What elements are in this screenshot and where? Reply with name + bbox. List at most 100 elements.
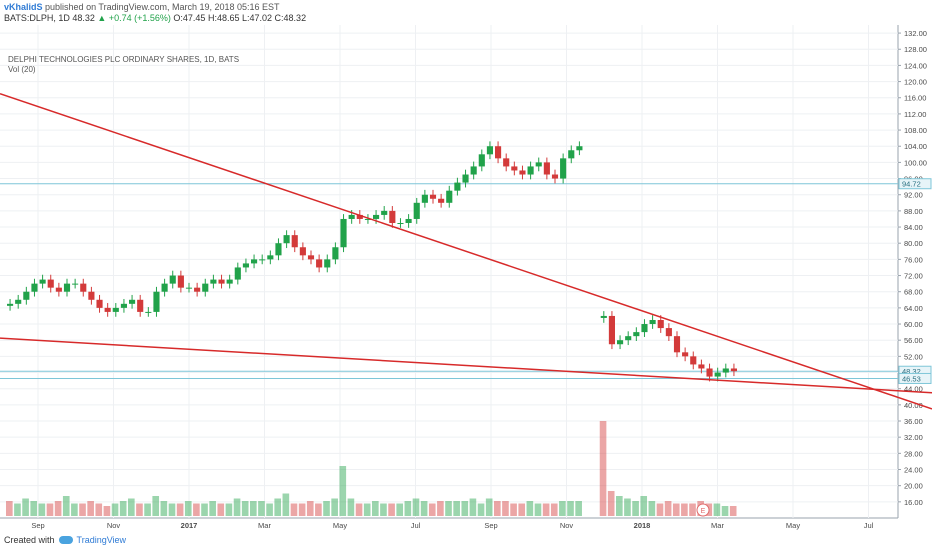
instrument-title: DELPHI TECHNOLOGIES PLC ORDINARY SHARES,… bbox=[8, 55, 240, 64]
volume-bar bbox=[136, 503, 143, 516]
volume-bar bbox=[428, 503, 436, 516]
volume-bar bbox=[306, 501, 314, 516]
x-tick-label: Sep bbox=[31, 521, 44, 530]
candle-body bbox=[405, 218, 412, 224]
y-tick-label: 124.00 bbox=[904, 61, 927, 70]
volume-bar bbox=[567, 501, 574, 516]
candle-body bbox=[397, 223, 404, 225]
candle-body bbox=[486, 146, 493, 155]
chart-frame[interactable]: 16.00 20.00 24.00 28.00 32.00 36.00 40.00 44.00… bbox=[0, 25, 932, 545]
volume-bar bbox=[193, 503, 200, 516]
candle-body bbox=[251, 259, 258, 264]
candle-body bbox=[519, 170, 526, 175]
candle-body bbox=[72, 283, 79, 285]
candle-body bbox=[340, 218, 347, 248]
volume-bar bbox=[599, 421, 607, 516]
price-label: 48.32 bbox=[902, 367, 921, 376]
volume-bar bbox=[54, 501, 62, 516]
volume-bar bbox=[420, 501, 428, 516]
trendline bbox=[0, 337, 932, 394]
price-label: 46.53 bbox=[902, 374, 921, 383]
y-tick-label: 28.00 bbox=[904, 449, 923, 458]
candle-body bbox=[234, 267, 241, 280]
volume-bar bbox=[323, 501, 330, 516]
candle-body bbox=[446, 190, 453, 203]
volume-bar bbox=[217, 503, 225, 516]
volume-bar bbox=[274, 498, 282, 516]
price-label-box bbox=[898, 178, 932, 190]
candle-body bbox=[657, 319, 664, 329]
volume-bar bbox=[119, 501, 127, 516]
candle-body bbox=[511, 166, 518, 171]
volume-bar bbox=[534, 503, 542, 516]
candle-body bbox=[185, 287, 193, 289]
volume-bar bbox=[526, 501, 534, 516]
volume-bar bbox=[477, 503, 485, 516]
volume-bar bbox=[87, 501, 94, 516]
y-tick-label: 84.00 bbox=[904, 223, 923, 232]
y-tick-label: 36.00 bbox=[904, 417, 923, 426]
volume-bar bbox=[103, 506, 111, 516]
volume-bar bbox=[250, 501, 257, 516]
x-tick-label: Jul bbox=[864, 521, 874, 530]
symbol: BATS:DLPH, 1D bbox=[4, 13, 70, 23]
candle-body bbox=[63, 283, 71, 292]
candle-body bbox=[641, 324, 648, 333]
volume-bar bbox=[233, 498, 241, 516]
candle-body bbox=[429, 194, 437, 199]
candle-body bbox=[242, 263, 249, 268]
volume-bar bbox=[128, 498, 135, 516]
earnings-icon-label: E bbox=[701, 508, 706, 515]
change-value: ▲ +0.74 (+1.56%) bbox=[97, 13, 171, 23]
y-tick-label: 40.00 bbox=[904, 401, 923, 410]
author-name[interactable]: vKhalidS bbox=[4, 2, 43, 12]
candle-body bbox=[462, 174, 469, 183]
volume-bar bbox=[640, 496, 648, 516]
y-tick-label: 116.00 bbox=[904, 94, 926, 103]
tradingview-brand[interactable]: TradingView bbox=[76, 535, 127, 545]
volume-bar bbox=[331, 498, 338, 516]
volume-bar bbox=[494, 501, 501, 516]
candle-body bbox=[625, 336, 632, 341]
candle-body bbox=[23, 291, 30, 300]
candle-body bbox=[665, 328, 672, 337]
volume-bar bbox=[664, 501, 672, 516]
earnings-icon bbox=[696, 503, 710, 517]
volume-bar bbox=[290, 503, 298, 516]
candle-body bbox=[39, 279, 46, 284]
y-tick-label: 92.00 bbox=[904, 191, 923, 200]
volume-bar bbox=[225, 503, 233, 516]
volume-bar bbox=[518, 503, 526, 516]
volume-bar bbox=[624, 498, 631, 516]
y-tick-label: 60.00 bbox=[904, 320, 923, 329]
candle-body bbox=[714, 372, 721, 377]
chart-legend: DELPHI TECHNOLOGIES PLC ORDINARY SHARES,… bbox=[8, 55, 239, 75]
volume-bar bbox=[437, 501, 444, 516]
volume-bar bbox=[607, 491, 615, 516]
candle-body bbox=[145, 311, 152, 313]
x-tick-label: Sep bbox=[484, 521, 497, 530]
chart-header: vKhalidS published on TradingView.com, M… bbox=[4, 2, 280, 13]
candle-body bbox=[96, 299, 103, 308]
candle-body bbox=[177, 275, 184, 288]
y-tick-label: 132.00 bbox=[904, 29, 927, 38]
volume-bar bbox=[412, 498, 420, 516]
trendline bbox=[0, 92, 932, 410]
candle-body bbox=[730, 368, 737, 372]
candle-body bbox=[454, 182, 461, 191]
price-chart[interactable]: 16.00 20.00 24.00 28.00 32.00 36.00 40.00 44.00… bbox=[0, 25, 932, 530]
volume-bar bbox=[79, 503, 86, 516]
y-tick-label: 108.00 bbox=[904, 126, 927, 135]
volume-bar bbox=[38, 503, 46, 516]
candle-body bbox=[7, 303, 14, 306]
candle-body bbox=[722, 368, 729, 373]
volume-bar bbox=[209, 501, 216, 516]
candle-body bbox=[503, 158, 510, 167]
volume-bar bbox=[282, 493, 290, 516]
candle-body bbox=[535, 162, 542, 167]
volume-bar bbox=[14, 503, 21, 516]
low-value: L:47.02 bbox=[242, 13, 273, 23]
y-tick-label: 72.00 bbox=[904, 272, 923, 281]
candle-body bbox=[153, 291, 160, 312]
candle-body bbox=[15, 299, 22, 304]
